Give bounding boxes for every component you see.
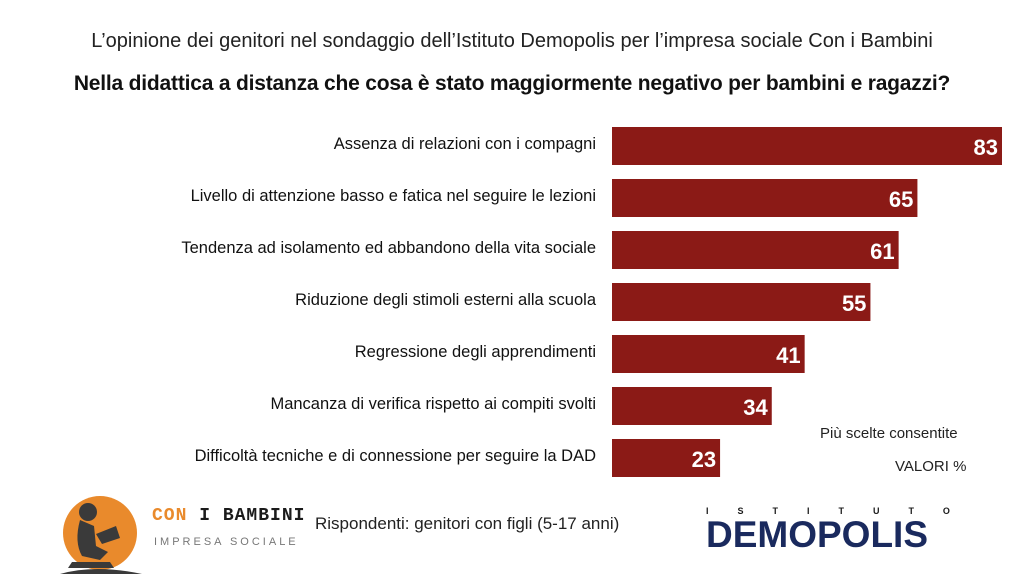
values-unit-note: VALORI %	[895, 458, 967, 475]
logo-istituto-text: ISTITUTO	[706, 506, 979, 516]
value-label-6: 34	[743, 395, 768, 420]
bar-6	[612, 387, 772, 425]
value-label-1: 83	[974, 135, 998, 160]
multiple-choice-note: Più scelte consentite	[820, 425, 958, 442]
category-label-7: Difficoltà tecniche e di connessione per…	[195, 447, 596, 465]
chart-title: Nella didattica a distanza che cosa è st…	[73, 72, 951, 95]
bar-5	[612, 335, 805, 373]
logo-word-con: CON	[152, 506, 188, 526]
logo-brand-name: CON I BAMBINI	[152, 506, 305, 526]
respondents-note: Rispondenti: genitori con figli (5-17 an…	[315, 514, 620, 533]
category-label-6: Mancanza di verifica rispetto ai compiti…	[270, 395, 596, 413]
logo-demopolis-text: DEMOPOLIS	[706, 514, 929, 555]
category-label-3: Tendenza ad isolamento ed abbandono dell…	[181, 239, 596, 257]
bar-7	[612, 439, 721, 477]
bar-2	[612, 179, 918, 217]
child-reading-icon	[60, 496, 142, 574]
chart-subtitle: L’opinione dei genitori nel sondaggio de…	[91, 30, 933, 52]
bar-4	[612, 283, 871, 321]
category-label-5: Regressione degli apprendimenti	[355, 343, 596, 361]
logo-tagline: IMPRESA SOCIALE	[154, 536, 299, 548]
value-label-5: 41	[776, 343, 800, 368]
bar-3	[612, 231, 899, 269]
category-label-1: Assenza di relazioni con i compagni	[334, 135, 596, 153]
demopolis-logo: ISTITUTO DEMOPOLIS	[706, 506, 976, 566]
con-i-bambini-logo: CON I BAMBINI IMPRESA SOCIALE	[50, 490, 310, 576]
category-label-2: Livello di attenzione basso e fatica nel…	[191, 187, 596, 205]
value-label-2: 65	[889, 187, 913, 212]
category-label-4: Riduzione degli stimoli esterni alla scu…	[295, 291, 597, 309]
logo-word-bambini: I BAMBINI	[199, 506, 306, 526]
value-label-3: 61	[870, 239, 894, 264]
value-label-4: 55	[842, 291, 866, 316]
bar-1	[612, 127, 1002, 165]
value-label-7: 23	[692, 447, 716, 472]
